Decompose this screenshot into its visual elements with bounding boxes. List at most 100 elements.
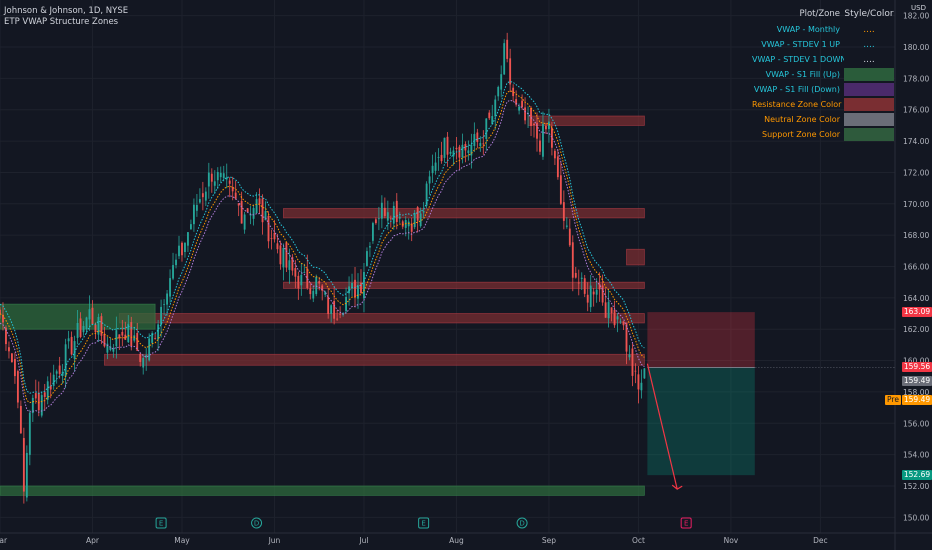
- candle: [172, 265, 174, 279]
- time-tick-label: Nov: [724, 536, 739, 545]
- candle: [255, 199, 258, 214]
- indicator-legend: Plot/Zone Style/Color VWAP - Monthly....…: [752, 6, 894, 142]
- candle: [264, 211, 267, 221]
- candle: [494, 99, 497, 117]
- vwap-stdev-down-line: [0, 99, 645, 413]
- candle: [348, 286, 350, 294]
- candle: [363, 272, 365, 299]
- candle: [318, 281, 321, 284]
- legend-row-swatch: [844, 83, 894, 96]
- candle: [386, 212, 389, 221]
- candle: [306, 268, 309, 289]
- candle: [175, 259, 177, 266]
- candle: [366, 251, 368, 266]
- candle: [521, 100, 524, 108]
- legend-row-name: Support Zone Color: [762, 130, 840, 139]
- candle: [31, 397, 34, 414]
- legend-row: VWAP - STDEV 1 DOWN....: [752, 52, 894, 67]
- candle: [97, 317, 100, 335]
- candle: [515, 99, 518, 105]
- price-tag: 159.49: [902, 375, 932, 386]
- candle: [464, 144, 467, 151]
- candle: [371, 223, 374, 241]
- candle: [434, 162, 437, 171]
- candle: [0, 309, 1, 314]
- candle: [473, 134, 476, 146]
- candle: [178, 245, 180, 257]
- candle: [94, 324, 97, 333]
- candle: [106, 343, 109, 353]
- candle: [312, 290, 315, 299]
- candle: [449, 151, 452, 154]
- candle: [46, 381, 49, 400]
- candle: [181, 242, 183, 256]
- candle: [524, 107, 526, 121]
- event-marker-label: E: [684, 520, 688, 528]
- candle: [425, 183, 428, 206]
- candle: [530, 107, 532, 126]
- dividend-marker: [516, 517, 528, 529]
- candle: [127, 323, 130, 343]
- candle: [380, 202, 383, 219]
- candle: [592, 291, 595, 295]
- event-marker-label: D: [519, 520, 524, 528]
- price-tick-label: 170.00: [903, 200, 929, 209]
- candle: [571, 242, 574, 278]
- candle: [112, 348, 115, 352]
- time-tick-label: Dec: [813, 536, 828, 545]
- event-marker-label: D: [254, 520, 259, 528]
- price-tick-label: 180.00: [903, 43, 929, 52]
- candle: [440, 154, 443, 162]
- candle: [207, 172, 210, 187]
- candle: [5, 327, 7, 345]
- candle: [19, 405, 22, 434]
- event-marker-label: E: [421, 520, 425, 528]
- candle: [324, 291, 327, 295]
- candle: [339, 313, 342, 315]
- candle: [628, 354, 631, 358]
- candle: [604, 302, 607, 318]
- projection-box: [646, 312, 895, 490]
- earnings-marker: [418, 517, 430, 529]
- legend-row-name: Neutral Zone Color: [764, 115, 840, 124]
- price-tag: 159.56: [902, 362, 932, 373]
- candle: [231, 187, 234, 192]
- candle: [276, 243, 279, 250]
- time-tick-label: Sep: [542, 536, 556, 545]
- candle: [476, 132, 479, 142]
- candle: [413, 213, 416, 228]
- candle: [8, 347, 10, 352]
- candle: [398, 216, 401, 219]
- legend-row-name: VWAP - S1 Fill (Down): [753, 85, 840, 94]
- price-tick-label: 172.00: [903, 168, 929, 177]
- candle: [467, 150, 470, 154]
- risk-box: [647, 312, 755, 368]
- candle: [509, 58, 512, 85]
- candle: [79, 318, 82, 338]
- candle: [291, 257, 294, 271]
- candle: [240, 200, 243, 224]
- candle: [500, 74, 503, 90]
- legend-row: VWAP - STDEV 1 UP....: [752, 37, 894, 52]
- legend-row-name: Resistance Zone Color: [752, 100, 842, 109]
- candle: [285, 242, 288, 268]
- candle: [76, 323, 79, 338]
- candle: [458, 146, 461, 158]
- resistance-zone: [527, 115, 645, 126]
- candle: [169, 278, 171, 297]
- resistance-zone: [283, 281, 645, 289]
- earnings-marker: [680, 517, 692, 529]
- candle: [25, 452, 28, 498]
- candle: [118, 334, 121, 339]
- candle: [55, 371, 58, 374]
- candle: [580, 277, 583, 279]
- candle: [190, 224, 192, 230]
- price-tick-label: 156.00: [903, 419, 929, 428]
- candle: [201, 193, 204, 198]
- candle: [192, 204, 195, 225]
- candle: [407, 221, 410, 227]
- time-tick-label: Mar: [0, 536, 8, 545]
- candle: [61, 371, 64, 376]
- candle: [583, 278, 586, 294]
